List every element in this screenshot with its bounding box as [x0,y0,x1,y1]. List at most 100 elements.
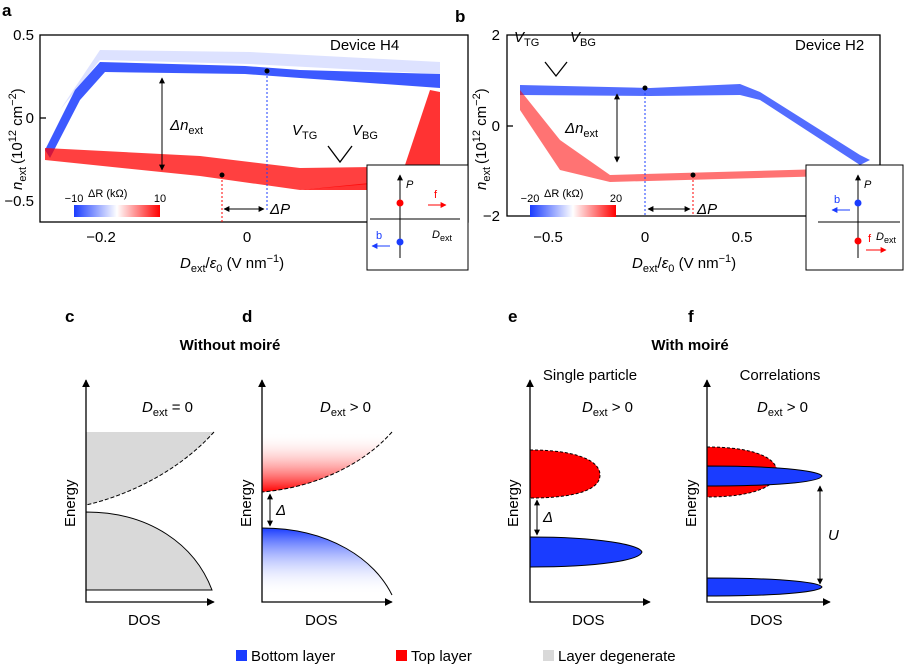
y-axis-label: next (1012 cm−2) [7,88,29,190]
heatmap-red [45,148,440,190]
text-part: TG [302,130,317,142]
text-part: ) [731,255,736,272]
heading: Without moiré [180,337,281,354]
legend-entry: Bottom layer [251,648,335,665]
colorbar-label: ΔR (kΩ) [544,188,583,200]
colorbar [530,205,616,217]
shape [529,449,601,499]
legend-entry: Top layer [411,648,472,665]
text-part: ext [153,407,168,419]
shape [262,432,392,492]
shape [854,237,862,245]
axis-label: DOS [572,612,605,629]
text-part: ) [473,88,490,93]
shape [706,577,823,597]
shape [258,379,393,606]
shape [366,164,469,271]
condition: Dext = 0 [142,399,193,419]
y-tick-label: −0.5 [4,193,34,210]
shape: Dext [432,229,452,243]
gap-label: Δ [275,502,286,519]
text-part: 0 [216,263,222,275]
text-part: BG [362,130,378,142]
text-part: −1 [267,253,280,265]
text-part: D [632,255,643,272]
panel-label: c [65,307,74,326]
panel-e: e With moiré Single particle Δ Dext > 0 … [505,307,729,629]
subheading: Single particle [543,367,637,384]
shape: b [834,194,840,206]
colorbar-max: 20 [610,193,622,205]
panel-c: c Without moiré Dext = 0 Energy DOS [62,307,280,629]
text-part: (V nm [674,255,718,272]
shape [690,172,696,178]
shape: b [376,230,382,242]
text-part: ext [17,167,29,182]
text-part: > 0 [783,399,808,416]
text-part: n [473,182,490,190]
x-tick-label: −0.5 [533,229,563,246]
text-part: −1 [719,253,732,265]
delta-p-label: ΔP [269,201,290,218]
shape [86,432,214,505]
text-part: 12 [471,130,483,142]
heatmap-blue-faint [60,50,440,110]
panel-label: e [508,307,517,326]
delta-n-label: Δnext [169,117,203,137]
vtg-label: VTG [514,29,539,49]
axis-label: Energy [505,479,522,527]
shape [543,650,554,661]
panel-f: f Correlations U Dext > 0 Energy DOS [683,307,839,629]
colorbar-max: 10 [154,193,166,205]
legend: Bottom layer Top layer Layer degenerate [236,648,676,665]
shape [264,68,270,74]
panel-label: a [2,1,12,20]
text-part: (V nm [222,255,266,272]
x-tick-label: 0 [243,229,251,246]
colorbar-label: ΔR (kΩ) [88,188,127,200]
y-axis-label: next (1012 cm−2) [471,88,493,190]
inset: P b f Dext [805,164,904,271]
shape [529,536,643,568]
vbg-label: VBG [570,29,596,49]
shape [236,650,247,661]
y-tick-label: 0.5 [13,27,34,44]
text-part: V [292,122,304,139]
shape [703,379,831,606]
text-part: V [570,29,582,46]
shape: P [864,179,872,191]
vbg-label: VBG [352,122,378,142]
text-part: > 0 [608,399,633,416]
x-tick-label: 0.5 [732,229,753,246]
text-part: ext [440,233,453,243]
condition: Dext > 0 [757,399,808,419]
text-part: V [352,122,364,139]
shape: P [406,179,414,191]
panel-d: d Δ Dext > 0 Energy DOS [238,307,393,629]
colorbar-min: −20 [521,193,540,205]
text-part: > 0 [346,399,371,416]
x-axis-label: Dext/ε0 (V nm−1) [180,253,284,275]
y-tick-label: 0 [492,118,500,135]
text-part: ext [331,407,346,419]
colorbar-min: −10 [65,193,84,205]
shape [854,199,862,207]
device-label: Device H4 [330,37,399,54]
text-part: D [142,399,153,416]
text-part: D [320,399,331,416]
heatmap-blue [520,84,870,165]
shape [262,528,392,595]
text-part: D [180,255,191,272]
subheading: Correlations [740,367,821,384]
text-part: ext [188,125,203,137]
delta-n-label: Δnext [564,120,598,140]
colorbar [74,205,160,217]
axis-label: Energy [238,479,255,527]
text-part: ext [768,407,783,419]
u-label: U [828,527,839,544]
text-part: D [432,229,440,241]
gap-label: Δ [542,509,553,526]
text-part: / [658,255,663,272]
heatmap-blue [45,62,440,158]
